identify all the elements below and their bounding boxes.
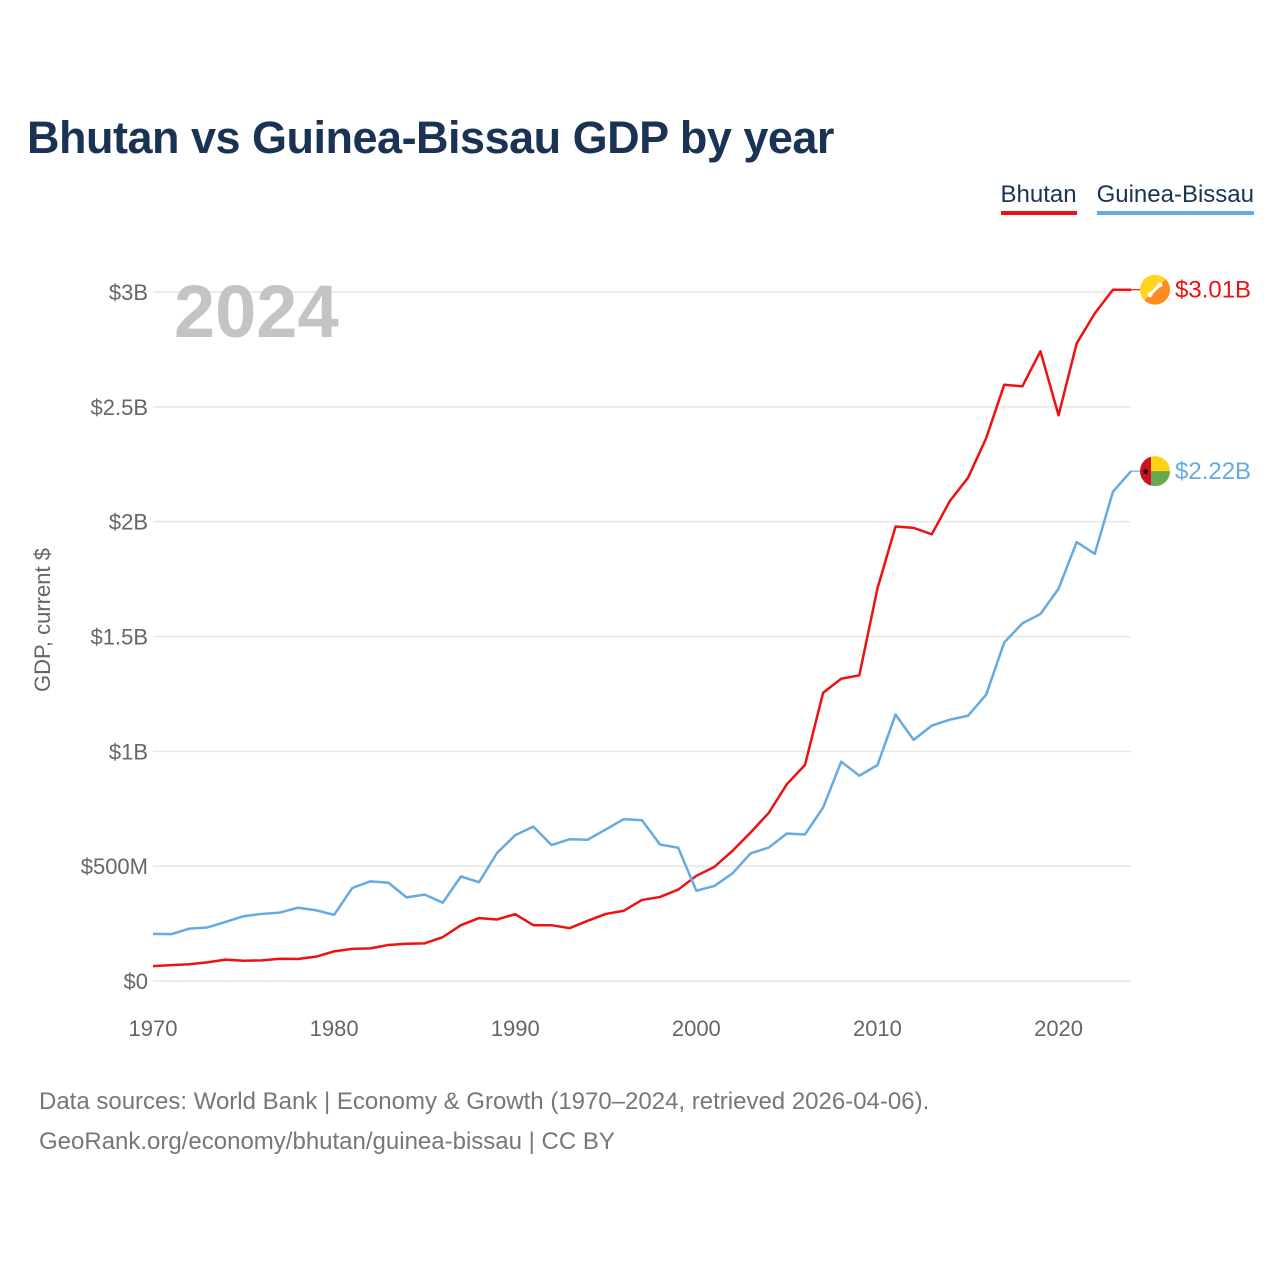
legend-item-bhutan[interactable]: Bhutan: [1000, 181, 1077, 215]
end-labels: $3.01B $2.22B: [1131, 277, 1251, 485]
end-value-label: $3.01B: [1175, 277, 1251, 304]
chart-title: Bhutan vs Guinea-Bissau GDP by year: [27, 112, 834, 163]
source-line-1: Data sources: World Bank | Economy & Gro…: [39, 1088, 930, 1115]
legend-label-guinea-bissau: Guinea-Bissau: [1096, 181, 1254, 208]
y-axis-title: GDP, current $: [30, 548, 55, 692]
source-note: Data sources: World Bank | Economy & Gro…: [39, 1082, 929, 1162]
year-label: 2024: [174, 270, 339, 353]
series-layer: [152, 288, 1132, 968]
series-line-bhutan[interactable]: [152, 288, 1131, 968]
guinea-bissau-flag-icon: [1140, 456, 1170, 487]
bhutan-flag-icon: [1140, 274, 1170, 305]
legend: Bhutan Guinea-Bissau: [1000, 181, 1254, 215]
legend-label-bhutan: Bhutan: [1000, 181, 1077, 208]
y-tick-label: $0: [124, 969, 148, 994]
x-tick-label: 1990: [491, 1016, 540, 1041]
legend-item-guinea-bissau[interactable]: Guinea-Bissau: [1096, 181, 1254, 215]
line-chart: $0 $500M $1B $1.5B $2B $2.5B $3B 1970 1980 1990 2…: [30, 270, 1251, 1041]
x-axis: 1970 1980 1990 2000 2010 2020: [129, 1016, 1084, 1041]
x-tick-label: 2010: [853, 1016, 902, 1041]
y-tick-label: $1.5B: [91, 625, 149, 650]
y-tick-label: $1B: [109, 739, 148, 764]
end-value-label: $2.22B: [1175, 458, 1251, 485]
x-tick-label: 1970: [129, 1016, 178, 1041]
source-line-2: GeoRank.org/economy/bhutan/guinea-bissau…: [39, 1128, 615, 1155]
grid-layer: [153, 291, 1131, 982]
y-axis: $0 $500M $1B $1.5B $2B $2.5B $3B: [81, 280, 148, 994]
y-tick-label: $2B: [109, 510, 148, 535]
x-tick-label: 2000: [672, 1016, 721, 1041]
y-tick-label: $500M: [81, 854, 148, 879]
x-tick-label: 1980: [310, 1016, 359, 1041]
x-tick-label: 2020: [1034, 1016, 1083, 1041]
series-line-guinea-bissau[interactable]: [152, 470, 1132, 936]
y-tick-label: $2.5B: [91, 395, 149, 420]
y-tick-label: $3B: [109, 280, 148, 305]
